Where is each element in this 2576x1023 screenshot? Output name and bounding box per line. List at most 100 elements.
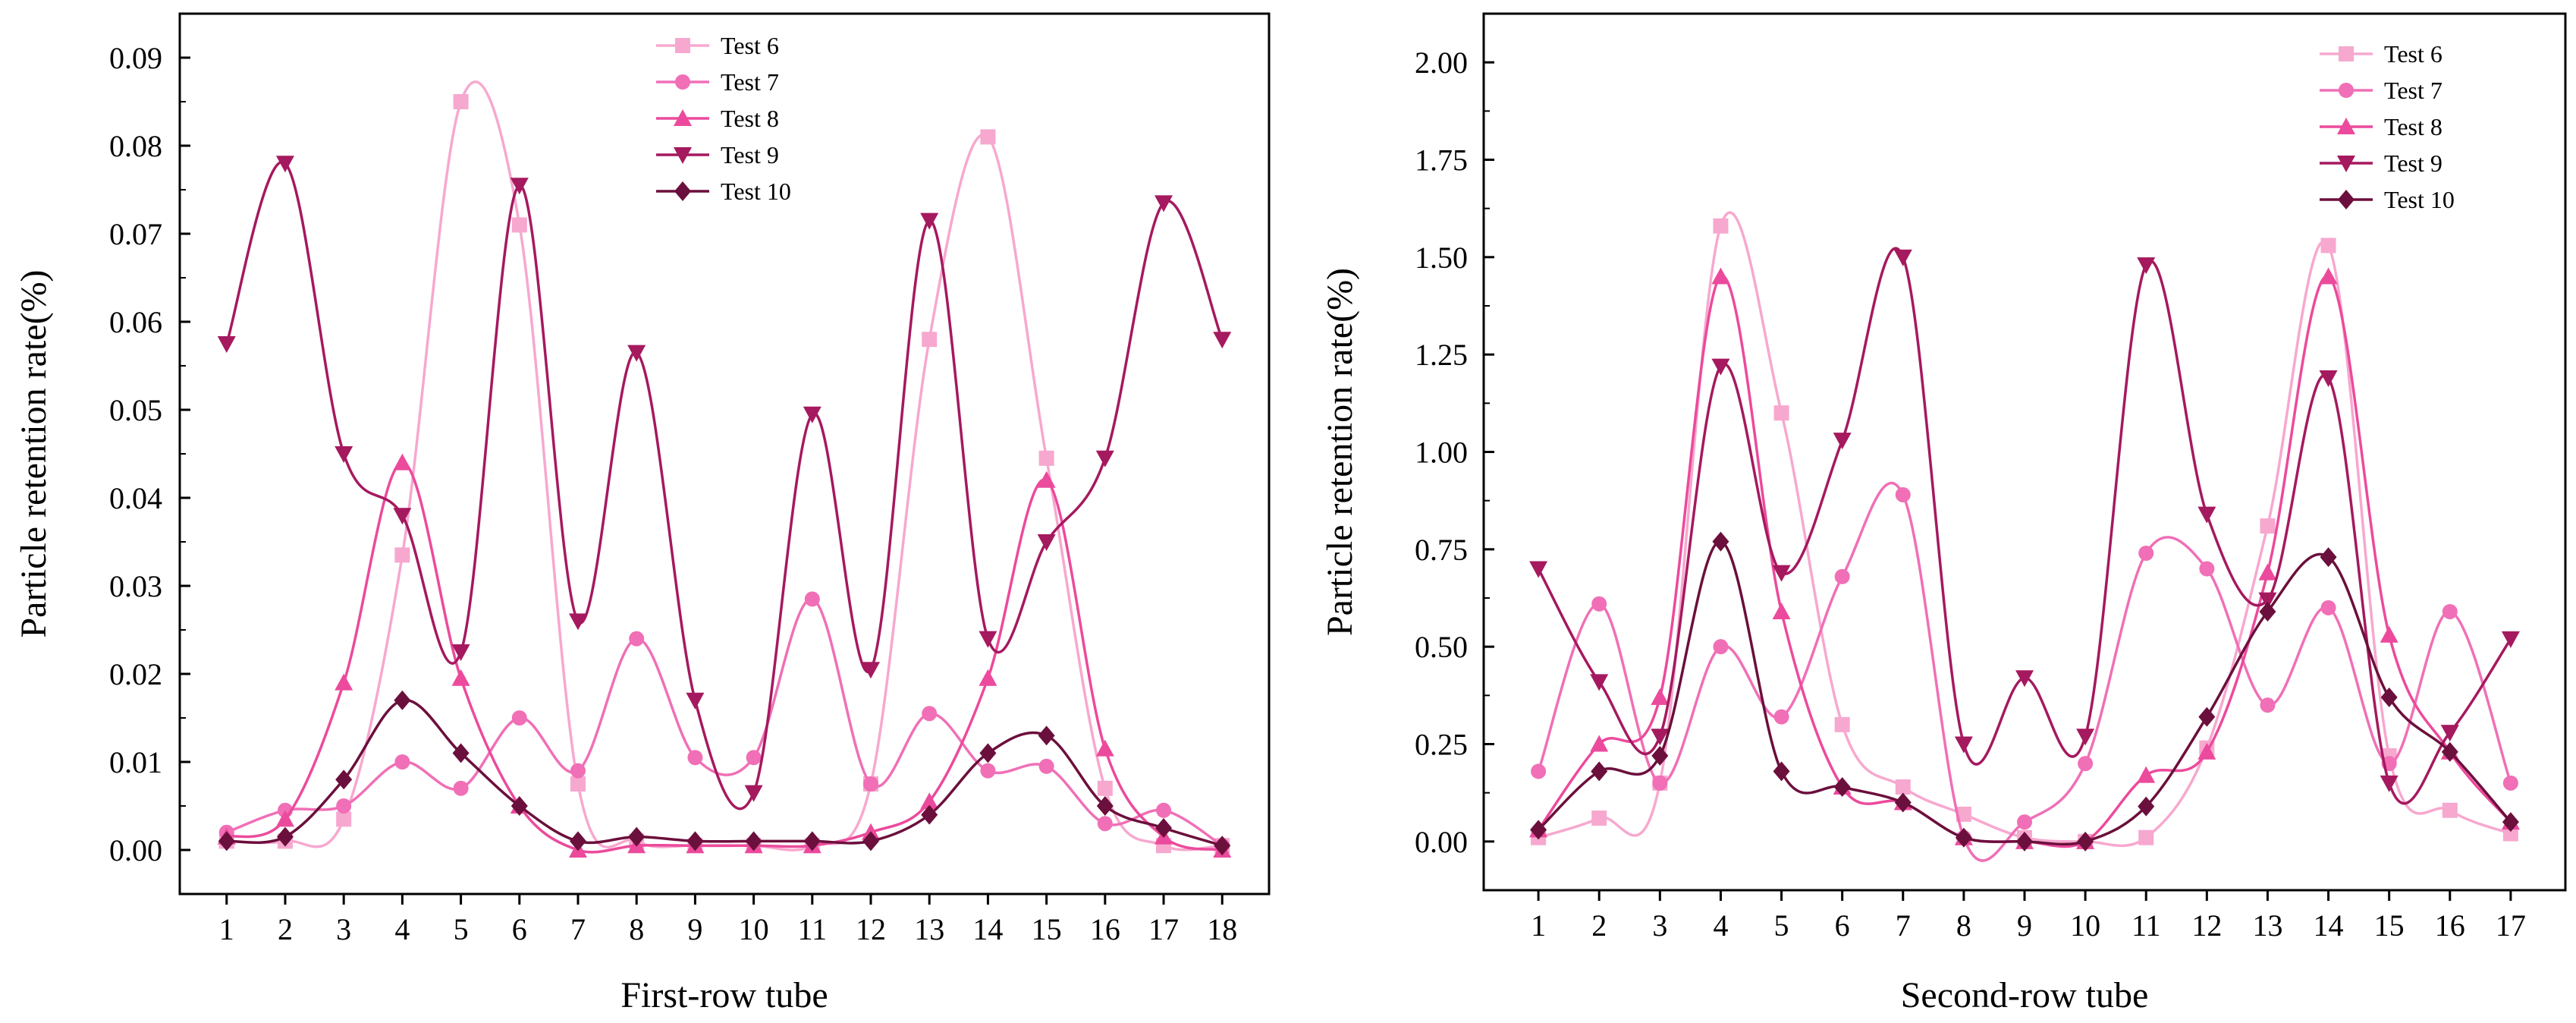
x-tick-label: 12 — [2191, 908, 2222, 943]
data-point — [2017, 814, 2032, 830]
data-point — [2016, 831, 2033, 851]
series-line-test-10 — [1537, 540, 2512, 846]
data-point — [1154, 195, 1173, 212]
y-tick-label: 1.00 — [1415, 436, 1468, 470]
data-point — [1893, 249, 1912, 266]
data-point — [979, 669, 997, 686]
data-point — [511, 710, 527, 726]
data-point — [746, 750, 762, 766]
data-point — [921, 804, 938, 825]
data-point — [922, 332, 938, 348]
data-point — [1651, 729, 1670, 746]
y-tick-label: 0.06 — [109, 305, 162, 339]
data-point — [570, 763, 586, 779]
x-tick-label: 6 — [512, 912, 527, 946]
data-point — [2319, 370, 2338, 387]
data-point — [1773, 405, 1789, 421]
data-point — [2077, 831, 2094, 851]
legend-marker — [2338, 190, 2355, 209]
data-point — [2380, 625, 2399, 643]
data-point — [1773, 709, 1789, 725]
x-tick-label: 5 — [454, 912, 469, 946]
series-line-test-9 — [225, 160, 1224, 811]
data-point — [1834, 716, 1850, 732]
data-point — [1955, 827, 1972, 848]
x-tick-label: 10 — [2070, 908, 2100, 943]
data-point — [2076, 729, 2095, 746]
data-point — [2260, 518, 2276, 534]
series-line-test-8 — [226, 461, 1223, 854]
data-point — [804, 591, 820, 607]
data-point — [2198, 707, 2216, 727]
data-point — [451, 669, 470, 686]
legend-label: Test 8 — [2384, 113, 2442, 140]
x-tick-label: 7 — [1896, 908, 1911, 943]
data-point — [1772, 602, 1791, 619]
y-tick-label: 1.25 — [1415, 338, 1468, 372]
data-point — [1894, 792, 1912, 813]
data-point — [627, 345, 646, 362]
data-point — [451, 644, 470, 661]
legend-marker — [675, 74, 690, 90]
data-point — [1531, 763, 1547, 779]
data-point — [2258, 563, 2277, 581]
series-line-test-7 — [226, 597, 1224, 847]
x-axis-title: Second-row tube — [1901, 975, 2149, 1015]
y-tick-label: 1.75 — [1415, 143, 1468, 178]
data-point — [2260, 697, 2276, 713]
data-point — [2197, 742, 2216, 760]
x-tick-label: 7 — [570, 912, 586, 946]
y-tick-label: 0.75 — [1415, 533, 1468, 567]
data-point — [1097, 780, 1113, 796]
legend-label: Test 10 — [721, 178, 791, 205]
data-point — [1590, 674, 1609, 691]
data-point — [1038, 726, 1055, 746]
data-point — [1712, 531, 1729, 552]
legend-label: Test 6 — [721, 32, 779, 59]
y-tick-label: 2.00 — [1415, 46, 1468, 80]
x-tick-label: 4 — [1713, 908, 1728, 943]
x-tick-label: 17 — [1148, 912, 1179, 946]
x-tick-label: 9 — [2017, 908, 2032, 943]
first-row-chart: 0.00 0.01 0.02 0.03 0.04 0.05 0.06 0.07 0.08 0.09… — [14, 12, 1271, 1015]
data-point — [862, 831, 880, 851]
series-group — [1529, 211, 2520, 862]
x-tick-label: 15 — [1032, 912, 1062, 946]
second-row-chart: 0.000.250.500.751.001.251.501.752.001 2 3 4… — [1320, 12, 2567, 1015]
data-point — [2320, 238, 2336, 253]
data-point — [1652, 775, 1668, 791]
x-tick-label: 1 — [1531, 908, 1546, 943]
legend-marker — [2339, 83, 2354, 98]
data-point — [1096, 796, 1114, 816]
data-point — [394, 547, 410, 563]
data-point — [803, 831, 821, 851]
data-point — [336, 798, 352, 814]
y-tick-label: 0.50 — [1415, 630, 1468, 664]
y-tick-label: 0.09 — [109, 41, 162, 75]
data-point — [2138, 829, 2154, 845]
y-tick-label: 0.02 — [109, 657, 162, 691]
data-point — [1530, 820, 1547, 840]
data-point — [1590, 735, 1609, 752]
data-point — [2259, 601, 2276, 622]
data-point — [2138, 796, 2155, 817]
data-point — [1156, 802, 1172, 818]
data-point — [1772, 565, 1791, 582]
y-tick-label: 0.03 — [109, 569, 162, 603]
x-tick-label: 6 — [1835, 908, 1850, 943]
data-point — [2502, 826, 2518, 842]
data-point — [628, 826, 646, 847]
legend-marker — [2339, 46, 2354, 61]
data-point — [2015, 670, 2034, 688]
data-point — [2442, 802, 2458, 818]
x-tick-label: 10 — [739, 912, 769, 946]
data-point — [863, 776, 879, 792]
data-point — [1713, 218, 1729, 234]
data-point — [2199, 561, 2215, 577]
data-point — [1591, 811, 1607, 826]
y-tick-label: 0.25 — [1415, 728, 1468, 762]
data-point — [1956, 806, 1971, 822]
data-point — [1591, 596, 1607, 612]
data-point — [686, 692, 705, 710]
data-point — [2442, 603, 2458, 619]
